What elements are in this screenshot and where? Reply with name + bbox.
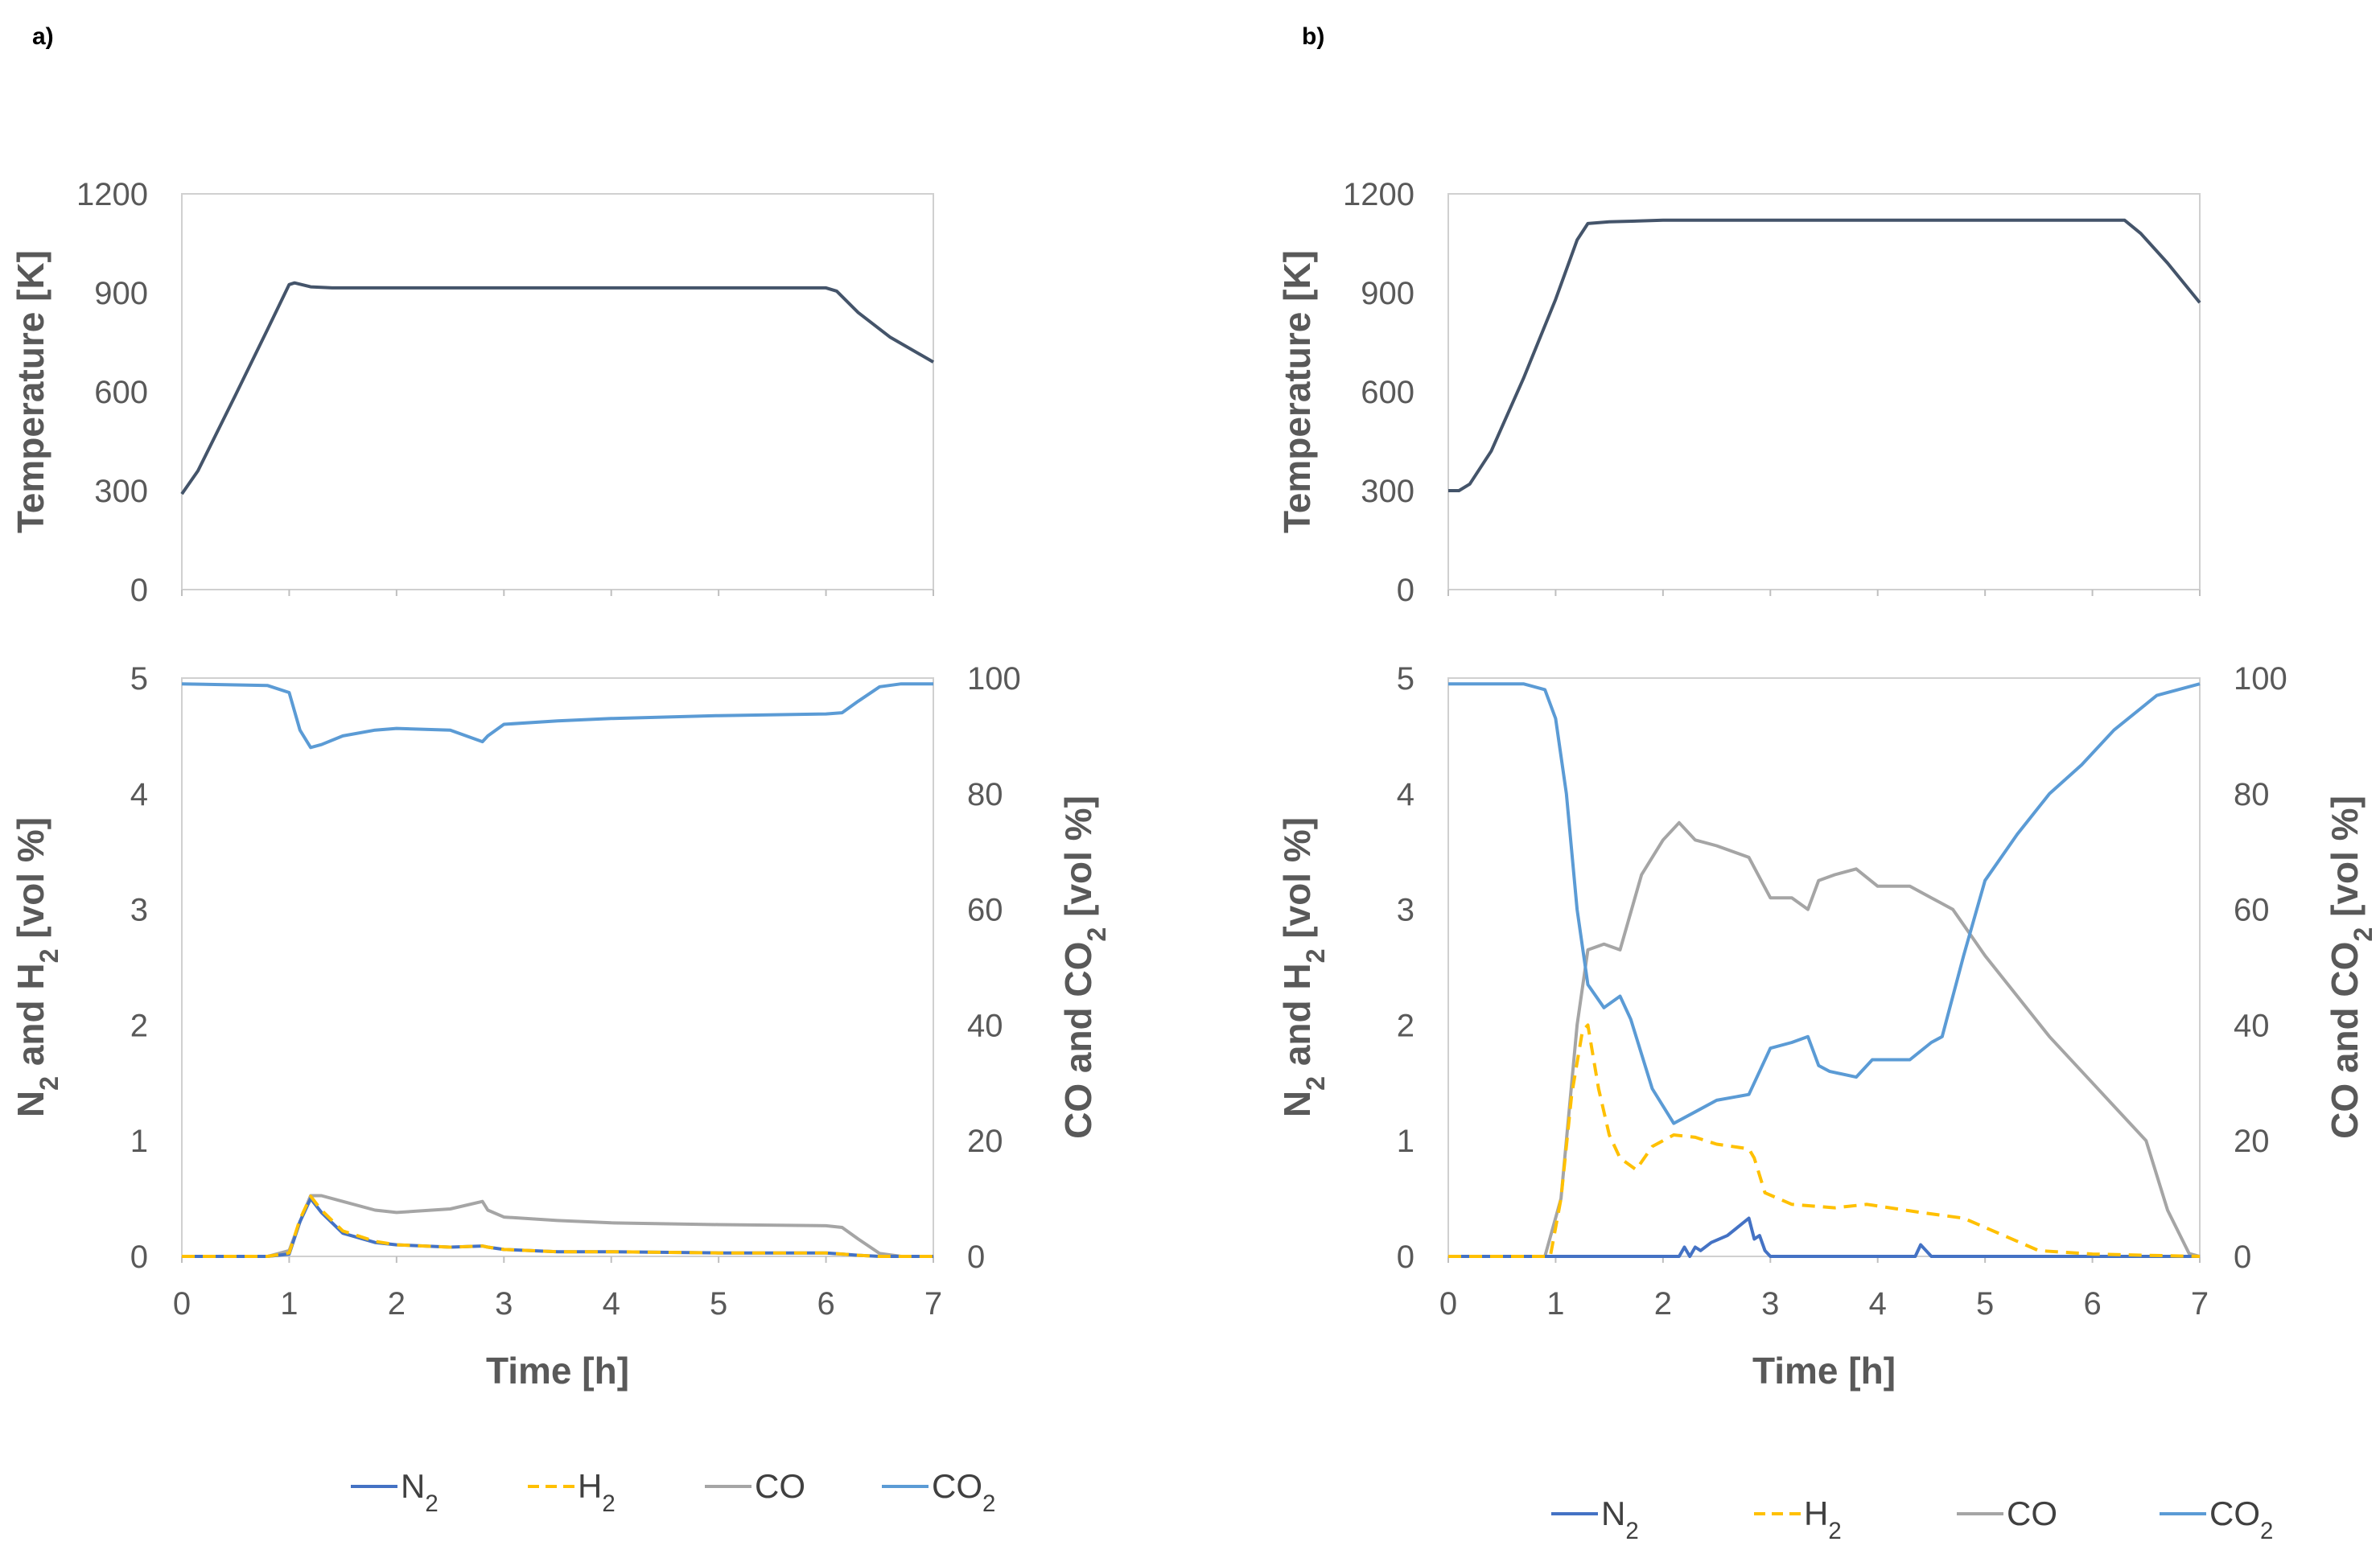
legend-label-h2: H2: [1804, 1494, 1842, 1544]
n2-series-line: [182, 1197, 933, 1258]
gas-xtick-label: 7: [924, 1286, 942, 1322]
right-ytick-label: 40: [2234, 1008, 2270, 1043]
gas-plot-frame: [181, 677, 934, 1257]
x-axis-label: Time [h]: [1752, 1350, 1896, 1392]
temperature-ytick-label: 600: [94, 375, 148, 410]
right-ytick-label: 100: [967, 661, 1021, 697]
left-ytick-label: 2: [130, 1008, 148, 1043]
co-series-line: [182, 1194, 933, 1258]
temperature-axis-label: Temperature [K]: [10, 250, 51, 533]
left-ytick-label: 5: [1397, 661, 1414, 697]
temperature-ytick-label: 0: [1397, 573, 1414, 608]
left-ytick-label: 1: [130, 1124, 148, 1159]
temperature-ytick-label: 0: [130, 573, 148, 608]
gas-xtick-label: 1: [1546, 1286, 1564, 1322]
gas-xtick-label: 0: [1439, 1286, 1457, 1322]
temperature-ytick-label: 300: [94, 474, 148, 509]
left-ytick-label: 4: [130, 777, 148, 812]
legend-label-co2: CO2: [2209, 1494, 2273, 1544]
left-ytick-label: 2: [1397, 1008, 1414, 1043]
panel-a-label: a): [32, 23, 54, 50]
legend-label-co2: CO2: [932, 1467, 995, 1517]
gas-xtick-label: 4: [603, 1286, 620, 1322]
gas-xtick-label: 4: [1869, 1286, 1887, 1322]
temperature-axis-label: Temperature [K]: [1276, 250, 1318, 533]
temperature-ytick-label: 900: [94, 276, 148, 311]
right-ytick-label: 20: [2234, 1124, 2270, 1159]
x-axis-label: Time [h]: [486, 1350, 629, 1392]
gas-xtick-label: 6: [817, 1286, 834, 1322]
right-ytick-label: 0: [2234, 1240, 2251, 1275]
h2-series-line: [1448, 1023, 2201, 1258]
right-ytick-label: 80: [2234, 777, 2270, 812]
legend-label-n2: N2: [1601, 1494, 1639, 1544]
gas-xtick-label: 6: [2083, 1286, 2101, 1322]
temperature-ytick-label: 1200: [1343, 177, 1414, 212]
legend-label-co: CO: [755, 1467, 805, 1505]
temperature-ytick-label: 600: [1361, 375, 1414, 410]
right-ytick-label: 40: [967, 1008, 1003, 1043]
right-ytick-label: 80: [967, 777, 1003, 812]
co2-series-line: [1448, 682, 2201, 1125]
right-ytick-label: 100: [2234, 661, 2287, 697]
n2-series-line: [1448, 1216, 2200, 1258]
legend-label-n2: N2: [401, 1467, 439, 1517]
legend-label-co: CO: [2007, 1494, 2057, 1532]
temperature-series-line: [1448, 218, 2201, 492]
gas-xtick-label: 5: [710, 1286, 727, 1322]
gas-xtick-label: 2: [1654, 1286, 1672, 1322]
gas-xtick-label: 1: [280, 1286, 298, 1322]
left-ytick-label: 3: [130, 893, 148, 928]
right-ytick-label: 60: [2234, 893, 2270, 928]
temperature-ytick-label: 1200: [76, 177, 148, 212]
temperature-ytick-label: 900: [1361, 276, 1414, 311]
gas-xtick-label: 0: [173, 1286, 191, 1322]
left-ytick-label: 4: [1397, 777, 1414, 812]
right-ytick-label: 0: [967, 1240, 985, 1275]
left-ytick-label: 3: [1397, 893, 1414, 928]
right-axis-label: CO and CO2 [vol %]: [2324, 796, 2378, 1139]
left-ytick-label: 0: [130, 1240, 148, 1275]
gas-xtick-label: 3: [495, 1286, 513, 1322]
temperature-plot-frame: [181, 193, 934, 590]
right-ytick-label: 20: [967, 1124, 1003, 1159]
gas-xtick-label: 2: [388, 1286, 406, 1322]
gas-xtick-label: 3: [1761, 1286, 1779, 1322]
co2-series-line: [181, 682, 933, 750]
right-axis-label: CO and CO2 [vol %]: [1057, 796, 1111, 1139]
legend: N2 H2 CO CO2: [1551, 1494, 2273, 1544]
left-axis-label: N2 and H2 [vol %]: [10, 817, 64, 1117]
left-ytick-label: 5: [130, 661, 148, 697]
left-ytick-label: 1: [1397, 1124, 1414, 1159]
temperature-series-line: [180, 281, 934, 495]
temperature-plot-frame: [1447, 193, 2201, 590]
legend: N2 H2 CO CO2: [351, 1467, 995, 1517]
left-ytick-label: 0: [1397, 1240, 1414, 1275]
gas-xtick-label: 7: [2191, 1286, 2209, 1322]
panel-b-label: b): [1302, 23, 1324, 50]
right-ytick-label: 60: [967, 893, 1003, 928]
temperature-ytick-label: 300: [1361, 474, 1414, 509]
legend-label-h2: H2: [578, 1467, 616, 1517]
gas-xtick-label: 5: [1976, 1286, 1994, 1322]
co-series-line: [1448, 820, 2201, 1258]
h2-series-line: [182, 1194, 933, 1258]
left-axis-label: N2 and H2 [vol %]: [1276, 817, 1330, 1117]
